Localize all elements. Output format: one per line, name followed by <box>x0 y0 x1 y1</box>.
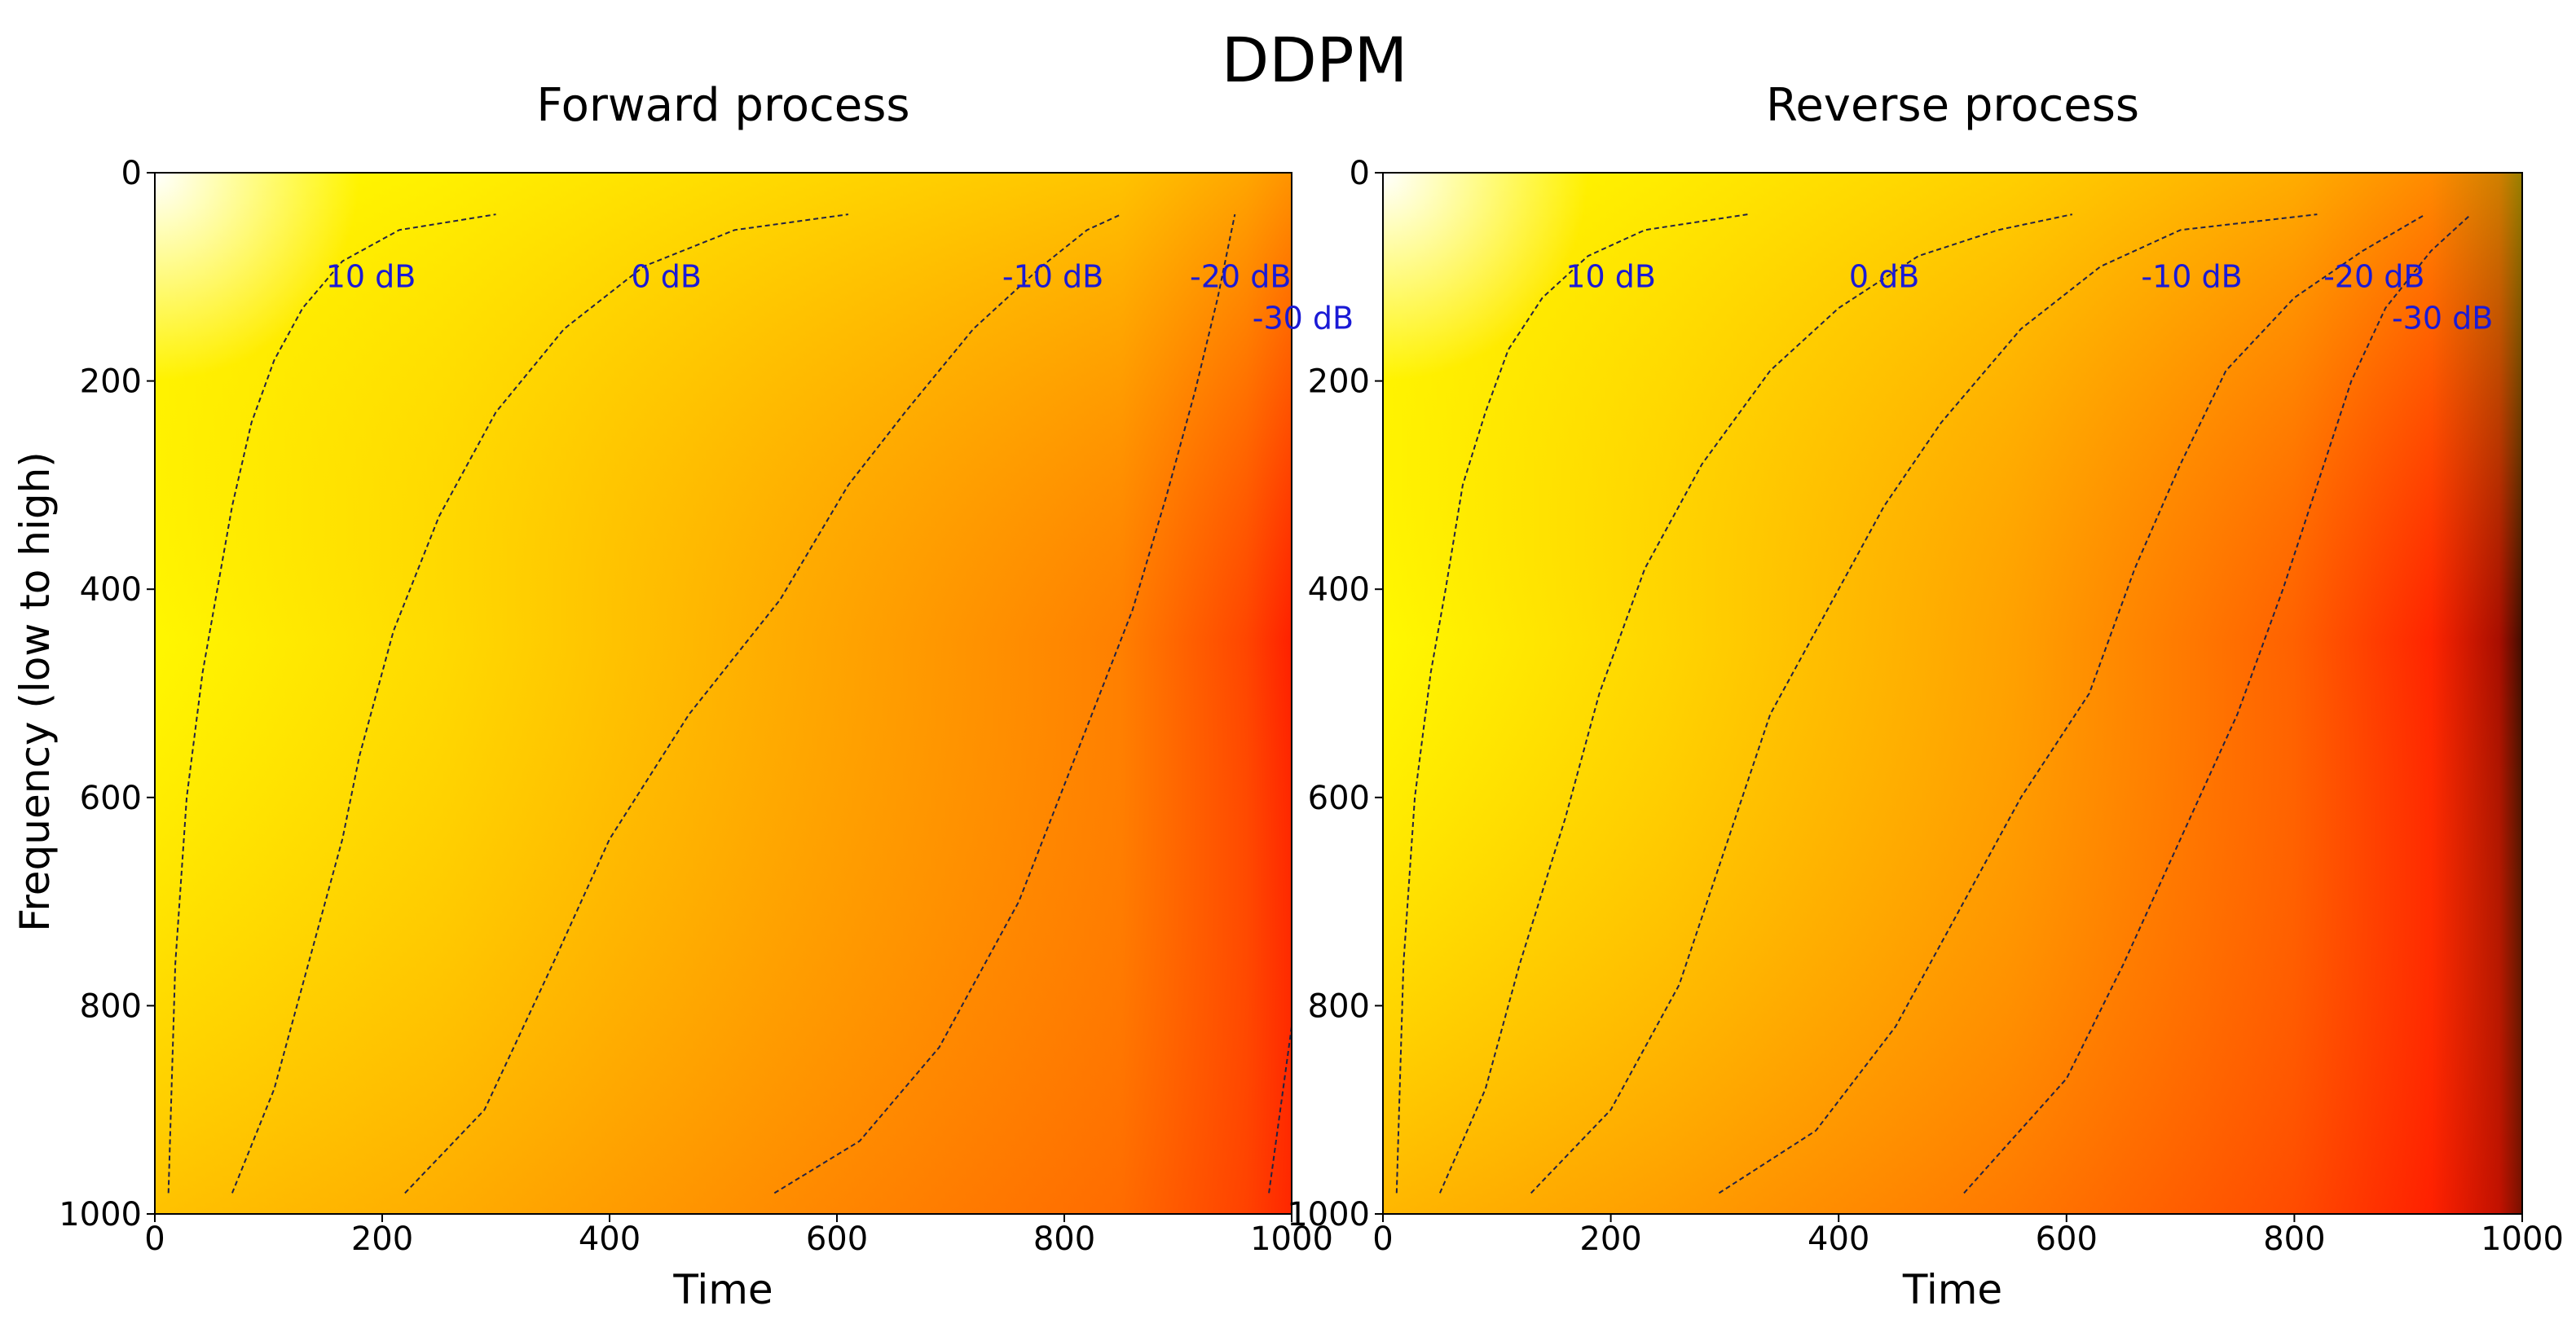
heatmap-low-corner <box>1383 173 1588 381</box>
figure-title: DDPM <box>1222 24 1407 96</box>
contour-label: 0 dB <box>632 259 702 295</box>
y-tick-label: 800 <box>80 987 142 1025</box>
x-tick-label: 0 <box>1372 1220 1393 1258</box>
x-tick-label: 600 <box>806 1220 868 1258</box>
y-tick-label: 1000 <box>1287 1196 1370 1233</box>
contour-label: 0 dB <box>1849 259 1919 295</box>
y-tick-label: 800 <box>1308 987 1370 1025</box>
contour-line <box>1438 213 2073 1194</box>
contour-label: -30 dB <box>1253 301 1354 336</box>
x-axis-label: Time <box>1902 1266 2002 1313</box>
x-tick-label: 1000 <box>1250 1220 1333 1258</box>
contour-label: -20 dB <box>2323 259 2424 295</box>
contour-label: 10 dB <box>326 259 416 295</box>
contour-label: -30 dB <box>2392 301 2493 336</box>
contour-line <box>1530 213 2318 1194</box>
contour-line <box>773 213 1236 1194</box>
reverse-process-panel: 10 dB 0 dB -10 dB -20 dB -30 dB Reverse proce… <box>1287 79 2564 1313</box>
figure-y-axis-label: Frequency (low to high) <box>11 451 59 932</box>
plot-frame <box>1382 172 2523 1215</box>
contour-label: 10 dB <box>1565 259 1656 295</box>
x-tick-label: 1000 <box>2481 1220 2564 1258</box>
x-tick-label: 0 <box>144 1220 165 1258</box>
panel-title: Reverse process <box>1766 79 2139 132</box>
contour-line <box>1268 1026 1292 1194</box>
forward-process-panel: 10 dB 0 dB -10 dB -20 dB -30 dB Forward proce… <box>59 79 1354 1313</box>
contour-line <box>404 213 1122 1194</box>
plot-frame <box>154 172 1292 1215</box>
contour-line <box>167 213 496 1194</box>
contour-line <box>1963 213 2472 1194</box>
heatmap-low-corner <box>155 173 360 381</box>
y-tick-label: 1000 <box>59 1196 142 1233</box>
contour-line <box>1395 213 1748 1194</box>
x-tick-label: 400 <box>1808 1220 1869 1258</box>
x-tick-label: 800 <box>2263 1220 2325 1258</box>
contour-line <box>1718 213 2426 1194</box>
y-tick-label: 600 <box>80 780 142 817</box>
contour-label: -10 dB <box>1002 259 1103 295</box>
y-tick-label: 200 <box>80 363 142 401</box>
x-axis-label: Time <box>672 1266 773 1313</box>
y-tick-label: 0 <box>121 155 142 192</box>
y-tick-label: 400 <box>80 571 142 609</box>
contour-label: -10 dB <box>2141 259 2242 295</box>
y-tick-label: 200 <box>1308 363 1370 401</box>
x-tick-label: 200 <box>351 1220 413 1258</box>
contour-label: -20 dB <box>1190 259 1291 295</box>
x-tick-label: 600 <box>2036 1220 2098 1258</box>
contour-line <box>231 213 849 1194</box>
y-tick-label: 400 <box>1308 571 1370 609</box>
y-tick-label: 600 <box>1308 780 1370 817</box>
x-tick-label: 800 <box>1033 1220 1095 1258</box>
x-tick-label: 200 <box>1579 1220 1641 1258</box>
y-tick-label: 0 <box>1350 155 1370 192</box>
panel-title: Forward process <box>536 79 909 132</box>
x-tick-label: 400 <box>579 1220 641 1258</box>
